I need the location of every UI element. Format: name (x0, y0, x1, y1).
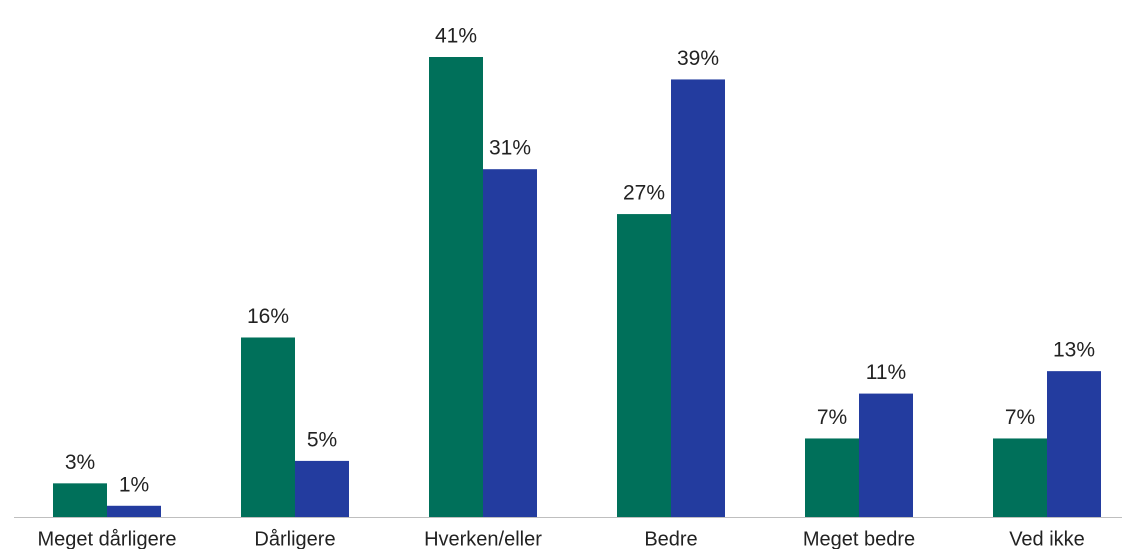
bar (993, 438, 1047, 517)
bar (483, 169, 537, 517)
value-label: 13% (1053, 339, 1095, 362)
value-label: 16% (247, 305, 289, 328)
x-tick-label: Meget bedre (803, 528, 915, 549)
value-label: 27% (623, 182, 665, 205)
value-label: 3% (65, 451, 95, 474)
x-tick-label: Dårligere (254, 528, 335, 549)
value-label: 5% (307, 428, 337, 451)
value-label: 41% (435, 25, 477, 48)
value-label: 11% (866, 361, 906, 384)
value-label: 1% (119, 473, 149, 496)
bar (617, 214, 671, 517)
bar (671, 79, 725, 517)
value-label: 7% (817, 406, 847, 429)
x-tick-label: Hverken/eller (424, 528, 542, 549)
bar (53, 483, 107, 517)
x-tick-label: Ved ikke (1009, 528, 1085, 549)
bar (859, 393, 913, 517)
bar (107, 505, 161, 517)
bar (429, 57, 483, 517)
bar (1047, 371, 1101, 517)
bar (805, 438, 859, 517)
value-label: 31% (489, 137, 531, 160)
x-tick-label: Bedre (644, 528, 697, 549)
x-tick-label: Meget dårligere (38, 528, 177, 549)
value-label: 7% (1005, 406, 1035, 429)
value-label: 39% (677, 47, 719, 70)
bar (295, 460, 349, 517)
bar (241, 337, 295, 517)
